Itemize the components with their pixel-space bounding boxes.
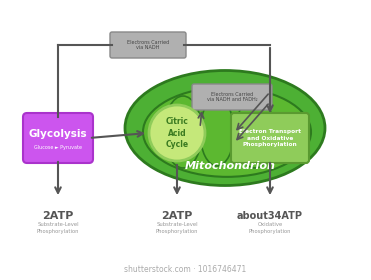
Text: 2ATP: 2ATP [42, 211, 74, 221]
FancyBboxPatch shape [110, 32, 186, 58]
Text: Glycolysis: Glycolysis [29, 129, 87, 139]
Text: Substrate-Level
Phosphorylation: Substrate-Level Phosphorylation [156, 222, 198, 234]
Text: Electrons Carried
via NADH and FADH₂: Electrons Carried via NADH and FADH₂ [207, 92, 257, 102]
Text: Mitochondrion: Mitochondrion [184, 161, 275, 171]
Circle shape [149, 105, 205, 161]
Text: Glucose ► Pyruvate: Glucose ► Pyruvate [34, 144, 82, 150]
Text: Oxidative
Phosphorylation: Oxidative Phosphorylation [249, 222, 291, 234]
Ellipse shape [125, 71, 325, 186]
Text: Citric
Acid
Cycle: Citric Acid Cycle [165, 117, 188, 149]
Text: Electrons Carried
via NADH: Electrons Carried via NADH [127, 39, 169, 50]
Ellipse shape [143, 87, 311, 177]
FancyBboxPatch shape [23, 113, 93, 163]
Text: shutterstock.com · 1016746471: shutterstock.com · 1016746471 [124, 265, 246, 274]
Text: Electron Transport
and Oxidative
Phosphorylation: Electron Transport and Oxidative Phospho… [239, 129, 301, 147]
Text: 2ATP: 2ATP [161, 211, 193, 221]
FancyBboxPatch shape [192, 84, 272, 110]
FancyBboxPatch shape [231, 113, 309, 163]
Text: about34ATP: about34ATP [237, 211, 303, 221]
Text: Substrate-Level
Phosphorylation: Substrate-Level Phosphorylation [37, 222, 79, 234]
